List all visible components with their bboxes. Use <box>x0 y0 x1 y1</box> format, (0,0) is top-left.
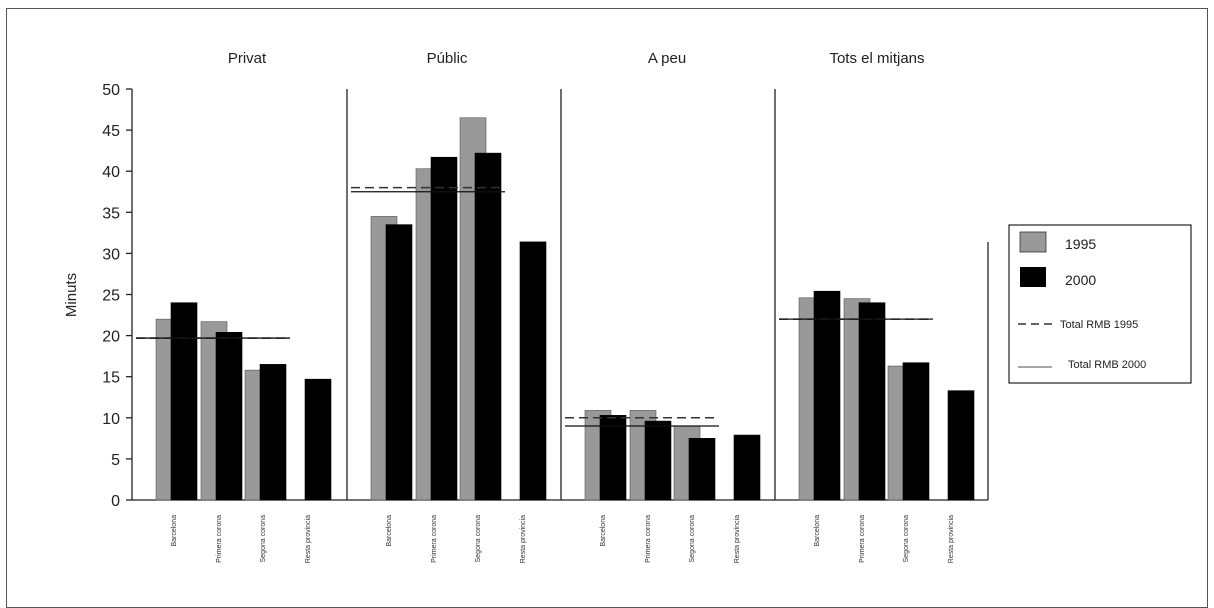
category-label: Primera corona <box>431 515 438 563</box>
bar-2000 <box>644 420 672 501</box>
category-label: Barcelona <box>386 515 393 547</box>
y-tick-label: 0 <box>111 493 120 510</box>
bar-2000 <box>170 302 198 501</box>
legend-label-total-2000: Total RMB 2000 <box>1068 359 1146 371</box>
y-tick-label: 15 <box>102 370 120 387</box>
category-label: Barcelona <box>600 515 607 547</box>
y-tick-label: 25 <box>102 288 120 305</box>
bar-2000 <box>519 241 547 501</box>
y-tick-label: 50 <box>102 82 120 99</box>
category-label: Segona corona <box>475 515 482 563</box>
category-label: Segona corona <box>260 515 267 563</box>
bar-2000 <box>688 438 716 501</box>
panel-3: Tots el mitjans Barcelona Primera corona Se… <box>779 50 975 563</box>
bar-2000 <box>813 290 841 501</box>
legend-label-1995: 1995 <box>1065 236 1096 252</box>
legend-swatch-2000 <box>1020 267 1046 287</box>
y-tick-label: 20 <box>102 329 120 346</box>
legend-swatch-1995 <box>1019 231 1047 253</box>
y-axis-label: Minuts <box>63 273 80 317</box>
category-label: Segona corona <box>689 515 696 563</box>
bar-2000 <box>599 415 627 501</box>
panels: Privat Barcelona Primera corona Segona coro… <box>136 50 975 563</box>
legend-label-total-1995: Total RMB 1995 <box>1060 319 1138 331</box>
y-tick-label: 45 <box>102 123 120 140</box>
panel-title: A peu <box>648 50 686 67</box>
panel-title: Privat <box>228 50 267 67</box>
bar-2000 <box>430 156 458 501</box>
y-tick-labels: 0 5 10 15 20 25 30 35 40 45 50 <box>102 82 120 510</box>
bar-2000 <box>259 364 287 501</box>
category-label: Resta provincia <box>305 515 312 563</box>
category-label: Resta provincia <box>520 515 527 563</box>
category-label: Primera corona <box>859 515 866 563</box>
y-tick-label: 5 <box>111 452 120 469</box>
legend: 1995 2000 Total RMB 1995 Total RMB 2000 <box>1008 224 1192 384</box>
category-label: Barcelona <box>171 515 178 547</box>
panel-title: Públic <box>427 50 468 67</box>
bar-2000 <box>304 378 332 501</box>
bar-2000 <box>474 152 502 501</box>
bar-2000 <box>858 302 886 501</box>
y-tick-label: 40 <box>102 164 120 181</box>
bar-2000 <box>902 362 930 501</box>
bar-2000 <box>385 224 413 501</box>
legend-label-2000: 2000 <box>1065 272 1096 288</box>
panel-2: A peu Barcelona Primera corona Segona coron… <box>565 50 761 563</box>
y-tick-label: 10 <box>102 411 120 428</box>
bar-2000 <box>947 390 975 501</box>
bar-2000 <box>215 332 243 501</box>
panel-0: Privat Barcelona Primera corona Segona coro… <box>136 50 332 563</box>
category-label: Resta provincia <box>948 515 955 563</box>
category-label: Barcelona <box>814 515 821 547</box>
category-label: Segona corona <box>903 515 910 563</box>
bar-2000 <box>733 434 761 501</box>
panel-title: Tots el mitjans <box>829 50 924 67</box>
panel-1: Públic Barcelona Primera corona Segona coro… <box>351 50 547 563</box>
category-label: Primera corona <box>216 515 223 563</box>
y-tick-label: 30 <box>102 246 120 263</box>
y-tick-label: 35 <box>102 205 120 222</box>
category-label: Resta provincia <box>734 515 741 563</box>
category-label: Primera corona <box>645 515 652 563</box>
